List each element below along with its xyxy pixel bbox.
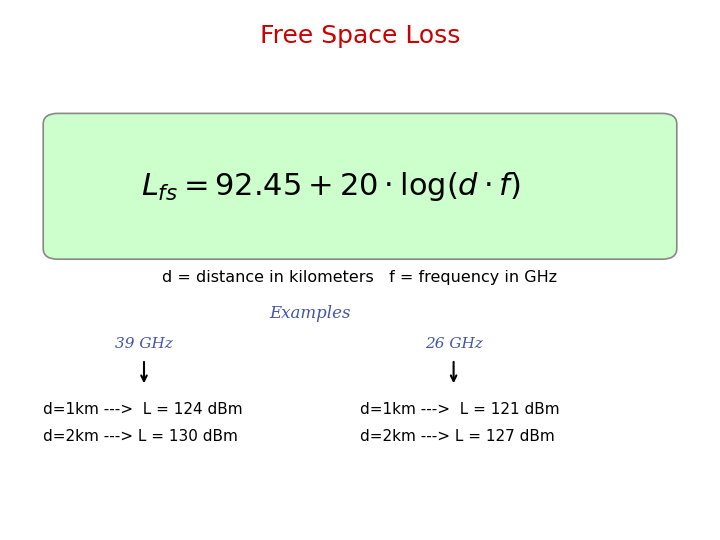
Text: d=2km ---> L = 127 dBm: d=2km ---> L = 127 dBm xyxy=(360,429,554,444)
Text: Free Space Loss: Free Space Loss xyxy=(260,24,460,48)
Text: $L_{fs}  =  92.45 + 20 \cdot \log(d \cdot f)$: $L_{fs} = 92.45 + 20 \cdot \log(d \cdot … xyxy=(141,170,521,203)
Text: 39 GHz: 39 GHz xyxy=(115,338,173,352)
Text: d=1km --->  L = 121 dBm: d=1km ---> L = 121 dBm xyxy=(360,402,559,417)
Text: d = distance in kilometers   f = frequency in GHz: d = distance in kilometers f = frequency… xyxy=(163,270,557,285)
Text: 26 GHz: 26 GHz xyxy=(425,338,482,352)
Text: Examples: Examples xyxy=(269,305,351,322)
FancyBboxPatch shape xyxy=(43,113,677,259)
Text: d=1km --->  L = 124 dBm: d=1km ---> L = 124 dBm xyxy=(43,402,243,417)
Text: d=2km ---> L = 130 dBm: d=2km ---> L = 130 dBm xyxy=(43,429,238,444)
